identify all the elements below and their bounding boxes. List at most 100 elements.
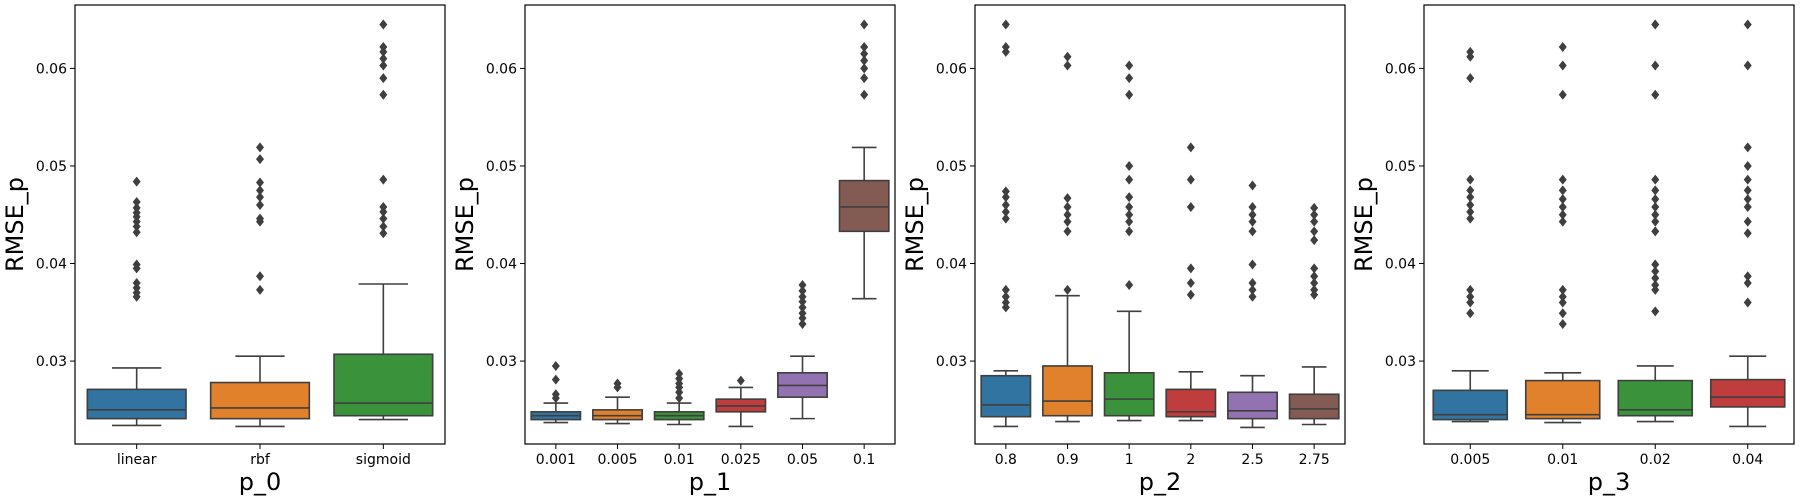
plot-frame — [524, 4, 896, 445]
outlier-point — [1743, 278, 1752, 289]
y-tick-label: 0.03 — [486, 354, 517, 370]
outlier-point — [1248, 259, 1257, 270]
box-iqr — [86, 388, 187, 420]
outlier-point — [1001, 19, 1010, 30]
outlier-point — [1001, 199, 1010, 210]
box-group-0.001 — [530, 360, 582, 424]
outlier-point — [613, 382, 622, 393]
outlier-point — [379, 89, 388, 100]
outlier-point — [379, 206, 388, 217]
outlier-point — [736, 375, 745, 386]
outlier-point — [860, 63, 869, 74]
box-group-linear — [86, 176, 187, 427]
outlier-point — [1558, 297, 1567, 308]
outlier-point — [1651, 259, 1660, 270]
box-group-sigmoid — [333, 19, 434, 421]
outlier-point — [1248, 284, 1257, 295]
y-tick-label: 0.06 — [486, 61, 517, 77]
box-group-0.9 — [1042, 51, 1093, 423]
outlier-point — [379, 19, 388, 30]
outlier-point — [1186, 201, 1195, 212]
outlier-point — [1558, 185, 1567, 196]
outlier-point — [1651, 266, 1660, 277]
outlier-point — [1248, 201, 1257, 212]
y-tick-label: 0.03 — [1385, 354, 1416, 370]
outlier-point — [1125, 226, 1134, 237]
outlier-point — [256, 199, 264, 210]
outlier-point — [256, 154, 264, 165]
outlier-point — [675, 387, 684, 398]
outlier-point — [132, 197, 141, 208]
outlier-point — [1125, 73, 1134, 84]
box-group-0.025 — [715, 375, 767, 428]
y-tick-label: 0.05 — [486, 159, 517, 175]
outlier-point — [1186, 142, 1195, 153]
y-tick-label: 0.06 — [1385, 61, 1416, 77]
outlier-point — [1743, 174, 1752, 185]
outlier-point — [551, 374, 560, 385]
y-tick-label: 0.06 — [36, 61, 67, 77]
box-group-0.05 — [777, 279, 828, 420]
x-tick-label: 0.025 — [721, 452, 761, 468]
outlier-point — [1558, 319, 1567, 330]
outlier-point — [1001, 186, 1010, 197]
outlier-point — [1063, 193, 1072, 204]
outlier-point — [1466, 206, 1475, 217]
x-tick-label: 1 — [1125, 452, 1134, 468]
outlier-point — [1558, 41, 1567, 52]
outlier-point — [1743, 60, 1752, 71]
outlier-point — [1466, 192, 1475, 203]
outlier-point — [1001, 302, 1010, 313]
outlier-point — [132, 227, 141, 238]
outlier-point — [798, 302, 807, 313]
box-iqr — [1227, 391, 1278, 420]
x-tick-label: 0.1 — [853, 452, 875, 468]
outlier-point — [1186, 278, 1195, 289]
box-group-0.04 — [1709, 19, 1786, 428]
x-tick-label: rbf — [250, 452, 271, 468]
outlier-point — [256, 142, 264, 153]
outlier-point — [798, 279, 807, 290]
outlier-point — [1466, 284, 1475, 295]
outlier-point — [860, 73, 869, 84]
outlier-point — [1651, 201, 1660, 212]
outlier-point — [798, 296, 807, 307]
outlier-point — [1310, 226, 1319, 237]
x-axis-title: p_3 — [1588, 468, 1631, 496]
outlier-point — [379, 174, 388, 185]
y-tick-label: 0.04 — [1385, 257, 1416, 273]
chart-panel-3: 0.03 0.04 0.05 0.06 0.8 0.9 1 2 2.5 2.75 p_2 RMSE_p — [901, 4, 1346, 496]
outlier-point — [1001, 46, 1010, 57]
box-iqr — [592, 409, 643, 421]
x-tick-label: 0.005 — [597, 452, 637, 468]
outlier-point — [1125, 174, 1134, 185]
y-axis-title: RMSE_p — [901, 177, 929, 272]
outlier-point — [1466, 199, 1475, 210]
x-tick-label: 0.05 — [787, 452, 818, 468]
outlier-point — [798, 319, 807, 330]
outlier-point — [1651, 194, 1660, 205]
outlier-point — [379, 221, 388, 232]
outlier-point — [1001, 206, 1010, 217]
outlier-point — [1125, 89, 1134, 100]
box-group-0.02 — [1617, 19, 1694, 423]
box-group-0.005 — [1432, 46, 1509, 423]
outlier-point — [1651, 209, 1660, 220]
x-tick-label: 2.5 — [1241, 452, 1263, 468]
outlier-point — [1558, 291, 1567, 302]
outlier-point — [1063, 201, 1072, 212]
outlier-point — [1558, 308, 1567, 319]
y-tick-label: 0.03 — [36, 354, 67, 370]
x-axis-title: p_1 — [689, 468, 732, 496]
outlier-point — [860, 41, 869, 52]
x-tick-label: 0.04 — [1732, 452, 1763, 468]
outlier-point — [1466, 73, 1475, 84]
outlier-point — [1001, 213, 1010, 224]
outlier-point — [1743, 216, 1752, 227]
outlier-point — [1063, 60, 1072, 71]
outlier-point — [860, 48, 869, 59]
outlier-point — [1125, 209, 1134, 220]
box-group-0.01 — [653, 368, 705, 426]
x-tick-label: 0.9 — [1056, 452, 1078, 468]
box-group-2.75 — [1288, 202, 1340, 426]
